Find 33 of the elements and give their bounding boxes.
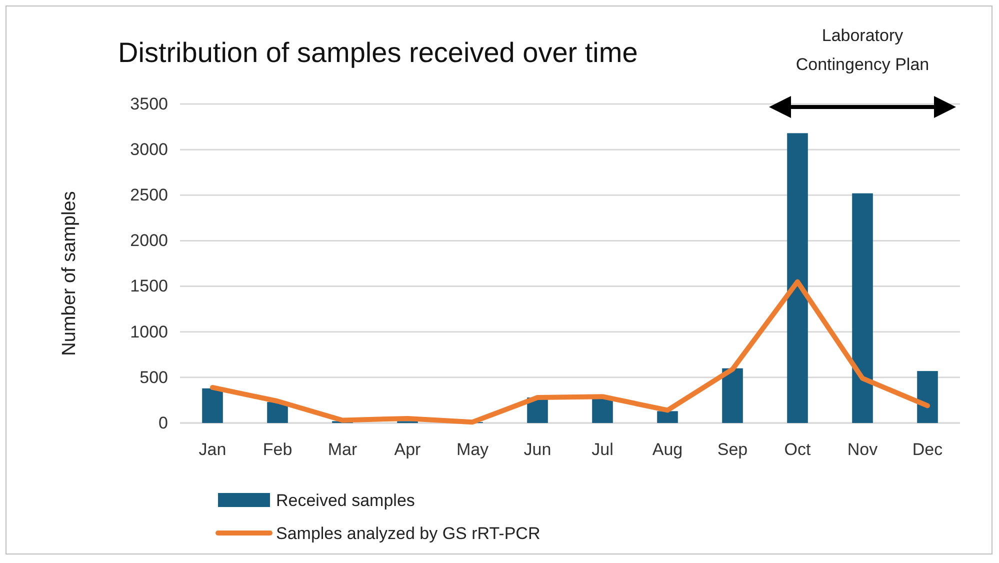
x-tick-label: Jul [592, 440, 614, 460]
x-tick-label: Jan [198, 440, 226, 460]
text: Laboratory Contingency Plan [796, 26, 930, 74]
y-tick-label: 3500 [130, 94, 168, 114]
x-tick-label: Feb [262, 440, 292, 460]
y-tick-label: 1500 [130, 276, 168, 296]
x-tick-label: Jun [524, 440, 552, 460]
bar [722, 368, 743, 423]
y-tick-label: 500 [140, 368, 168, 387]
y-tick-label: 2500 [130, 186, 168, 205]
bar [657, 411, 678, 423]
bar [592, 397, 613, 423]
y-tick-label: 1000 [130, 322, 168, 342]
legend-label: Received samples [276, 491, 415, 510]
y-tick-label: 3000 [130, 140, 168, 160]
x-tick-label: Mar [328, 440, 358, 460]
y-axis-title: Number of samples [59, 191, 80, 356]
x-tick-label: Dec [912, 440, 944, 460]
bar [917, 371, 938, 423]
x-tick-label: Sep [717, 440, 748, 460]
bar [202, 388, 223, 423]
x-tick-label: Aug [652, 440, 683, 460]
y-tick-label: 0 [158, 413, 168, 432]
x-tick-label: Apr [394, 440, 422, 460]
bar [787, 133, 808, 423]
x-tick-label: May [456, 440, 490, 460]
legend-label: Samples analyzed by GS rRT-PCR [276, 524, 540, 543]
bar [267, 402, 288, 423]
y-tick-label: 2000 [130, 231, 168, 250]
x-tick-label: Oct [784, 440, 811, 460]
bar [852, 193, 873, 423]
x-tick-label: Nov [847, 440, 878, 460]
chart-title: Distribution of samples received over time [118, 37, 638, 68]
